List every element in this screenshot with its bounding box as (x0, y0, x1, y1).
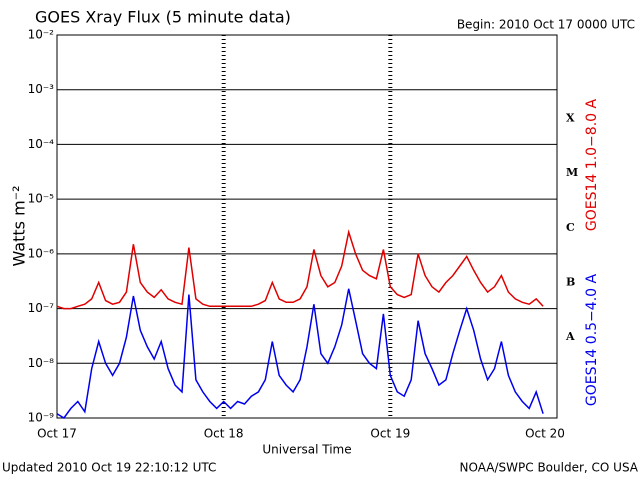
flux-line (56, 288, 544, 420)
y-tick-label: 10⁻² (28, 28, 55, 42)
credit: NOAA/SWPC Boulder, CO USA (460, 461, 639, 475)
x-axis-label: Universal Time (262, 443, 351, 457)
x-tick-label: Oct 17 (37, 427, 77, 441)
flare-class-label: A (565, 330, 575, 343)
y-tick-label: 10⁻³ (28, 82, 55, 96)
y-axis-label: Watts m⁻² (10, 185, 29, 266)
y-tick-label: 10⁻⁸ (28, 356, 55, 370)
x-tick-label: Oct 20 (525, 427, 565, 441)
flare-class-label: M (566, 166, 578, 179)
x-tick-label: Oct 18 (204, 427, 244, 441)
y-tick-label: 10⁻⁷ (28, 301, 55, 315)
y-tick-label: 10⁻⁵ (28, 192, 55, 206)
flare-class-label: B (566, 275, 575, 288)
flare-class-label: C (566, 221, 575, 234)
y-tick-label: 10⁻⁶ (28, 246, 55, 260)
flux-line (56, 229, 544, 310)
legend-entry: GOES14 1.0−8.0 A (584, 99, 600, 232)
y-tick-label: 10⁻⁹ (28, 411, 55, 425)
x-tick-label: Oct 19 (370, 427, 410, 441)
flare-class-label: X (566, 111, 575, 124)
plot-frame (56, 34, 558, 419)
updated: Updated 2010 Oct 19 22:10:12 UTC (2, 461, 216, 475)
y-tick-label: 10⁻⁴ (28, 137, 55, 151)
legend-entry: GOES14 0.5−4.0 A (584, 274, 600, 407)
chart-title: GOES Xray Flux (5 minute data) (35, 8, 291, 27)
begin-time: Begin: 2010 Oct 17 0000 UTC (457, 18, 635, 32)
